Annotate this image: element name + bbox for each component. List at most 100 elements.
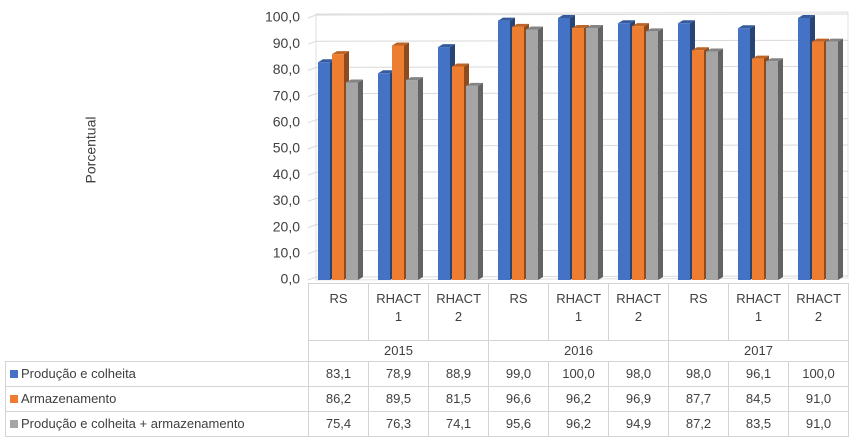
data-table-value: 75,4 [308,411,369,437]
legend-entry-text: Produção e colheita + armazenamento [21,416,245,431]
data-table-value: 91,0 [788,411,849,437]
bar [406,80,418,281]
data-table-value: 99,0 [488,361,549,387]
data-table-value: 95,6 [488,411,549,437]
data-table-value-text: 91,0 [805,416,832,431]
bar-top [558,15,575,18]
bar [826,41,838,280]
data-table-value: 84,5 [728,386,789,412]
legend-entry-text: Armazenamento [21,391,117,406]
x-tick-label-text: RHACT 2 [616,291,662,324]
y-tick-label: 90,0 [273,35,300,51]
bar [332,54,344,280]
data-table-value: 86,2 [308,386,369,412]
x-tick-label-text: RHACT 2 [796,291,842,324]
data-table-value-text: 81,5 [445,391,472,406]
bar-top [632,23,649,27]
x-tick-label: RHACT 2 [608,283,669,341]
x-tick-label: RHACT 2 [428,283,489,341]
data-table-value-text: 87,7 [685,391,712,406]
bar-top [438,44,455,48]
x-tick-label: RS [308,283,369,341]
x-tick-label-text: RHACT 1 [376,291,422,324]
bar [572,27,584,281]
bar-top [646,28,663,32]
data-table-value: 96,2 [548,386,609,412]
data-table-value: 96,2 [548,411,609,437]
x-tick-label-text: RS [689,291,708,306]
data-table-value: 96,1 [728,361,789,387]
data-table-value: 100,0 [548,361,609,387]
bar-top [526,26,543,30]
bar-top [406,77,423,81]
back-wall [315,11,849,281]
bar-top [692,47,709,51]
bar-top [498,17,515,21]
bar-top [798,15,815,18]
y-tick-label: 40,0 [273,166,300,182]
bar [558,18,570,280]
y-tick-label: 80,0 [273,61,300,77]
group-label: 2017 [668,340,849,362]
data-table-value-text: 89,5 [385,391,412,406]
bar [646,31,658,280]
legend-entry: Produção e colheita [5,361,309,387]
bar-side [478,82,483,280]
data-table-value-text: 100,0 [802,366,835,381]
grid-line-side [307,145,317,150]
bar-top [452,63,469,67]
bar-top [618,20,635,24]
data-table-value-text: 96,2 [565,391,592,406]
x-tick-label-text: RS [509,291,528,306]
bar-top [332,51,349,55]
data-table-value-text: 88,9 [445,366,472,381]
bar-top [678,20,695,24]
grid-line-side [307,40,317,45]
legend-swatch [10,420,18,428]
data-table-value: 88,9 [428,361,489,387]
legend-entry-text: Produção e colheita [21,366,136,381]
grid-line-side [307,119,317,124]
data-table-value: 76,3 [368,411,429,437]
bar-side [718,48,723,281]
data-table-value-text: 99,0 [505,366,532,381]
bar [498,20,510,281]
grid-line-side [307,171,317,176]
bar [692,50,704,281]
grid-line-side [307,197,317,202]
data-table-value: 83,1 [308,361,369,387]
y-tick-label: 0,0 [281,271,301,287]
bar-side [658,28,663,280]
y-axis-label: Porcentual [83,117,99,184]
data-table-value: 96,9 [608,386,669,412]
bar-top [318,59,335,63]
group-label-text: 2016 [564,343,593,358]
x-tick-label-text: RHACT 2 [436,291,482,324]
bar-side [778,58,783,281]
legend-entry: Armazenamento [5,386,309,412]
plot: Porcentual 0,0 10,0 20,0 30,0 40,0 50,0 60,0 70… [83,9,849,287]
group-label-text: 2015 [384,343,413,358]
x-tick-label-text: RS [329,291,348,306]
data-table-value-text: 96,6 [505,391,532,406]
bar [632,26,644,281]
data-table-value-text: 76,3 [385,416,412,431]
grid-line-side [307,224,317,229]
bar-side [418,77,423,281]
x-tick-label: RHACT 1 [548,283,609,341]
y-tick-label: 20,0 [273,218,300,234]
y-tick-label: 10,0 [273,245,300,261]
bar-top [572,24,589,28]
data-table-value-text: 98,0 [685,366,712,381]
y-tick-label: 100,0 [265,9,300,25]
y-tick-label: 30,0 [273,192,300,208]
data-table-value-text: 87,2 [685,416,712,431]
group-label-text: 2017 [744,343,773,358]
bar-top [766,58,783,62]
bar [738,28,750,280]
group-label: 2015 [308,340,489,362]
data-table-value: 78,9 [368,361,429,387]
data-table-value-text: 95,6 [505,416,532,431]
data-table-value: 98,0 [668,361,729,387]
